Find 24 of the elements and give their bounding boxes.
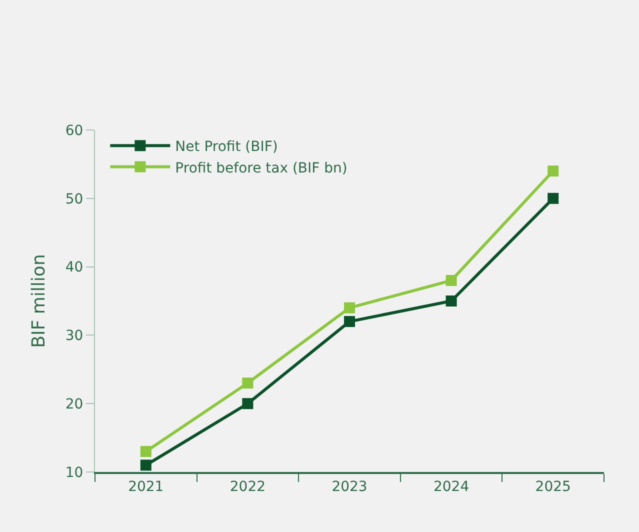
x-tick-label: 2022 (230, 478, 266, 495)
point (344, 316, 355, 328)
point (446, 274, 457, 286)
x-tick-label: 2023 (332, 478, 368, 495)
y-tick-label: 60 (65, 122, 84, 139)
y-tick-label: 10 (65, 464, 84, 481)
point (140, 446, 152, 457)
legend-label: Net Profit (BIF) (175, 139, 278, 156)
y-tick-label: 40 (65, 260, 84, 276)
legend-label: Profit before tax (BIF bn) (175, 160, 348, 176)
y-axis-title: BIF million (28, 254, 50, 348)
point (446, 296, 457, 306)
point (548, 166, 559, 177)
x-tick-label: 2024 (433, 478, 470, 495)
y-tick-label: 20 (65, 396, 84, 412)
point (140, 460, 152, 471)
point (344, 302, 355, 314)
point (242, 398, 254, 410)
x-tick-label: 2025 (535, 478, 571, 495)
x-tick-label: 2021 (128, 478, 164, 495)
point (242, 378, 254, 389)
y-tick-label: 30 (65, 328, 84, 344)
point (548, 192, 559, 204)
y-tick-label: 50 (65, 191, 84, 208)
